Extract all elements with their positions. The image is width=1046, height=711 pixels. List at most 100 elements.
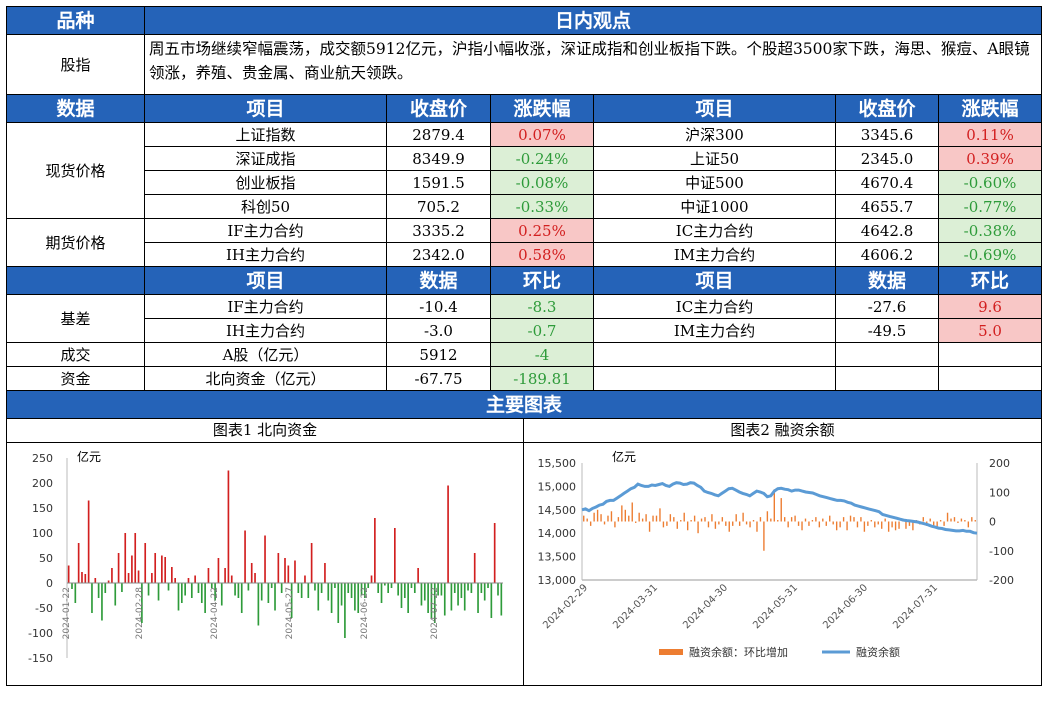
chart1-bar [91, 583, 93, 613]
chart2-xtick: 2024-07-31 [891, 582, 940, 631]
chart1-bar [107, 580, 110, 583]
chart1-bar [467, 583, 469, 591]
capital-mom: -189.81 [490, 366, 594, 391]
futures-row-item: IH主力合约 [144, 242, 387, 267]
chart2-bar [614, 521, 616, 528]
close-header-left: 收盘价 [386, 94, 491, 123]
chart2-bar [874, 521, 876, 528]
chart1-bar [97, 583, 100, 598]
chart2-bar [929, 518, 931, 522]
chart1-bar [71, 583, 73, 589]
chart1-bar [377, 583, 380, 593]
chart1-bar [124, 533, 127, 583]
spot-row-change: -0.77% [937, 194, 1043, 219]
futures-section: 期货价格 IF主力合约 3335.2 0.25% IC主力合约 4642.8 -0.38% I… [6, 218, 1043, 267]
chart1-bar [447, 485, 449, 583]
chart1-bar [81, 572, 83, 583]
chart2-bar [881, 521, 883, 529]
chart1-bar [121, 583, 123, 592]
chart1-bar [114, 583, 117, 606]
chart2-legend-swatch-bar [659, 649, 683, 655]
chart2-ylabel: 亿元 [612, 449, 636, 464]
chart1-bar [340, 583, 343, 606]
chart1-bar [400, 583, 403, 608]
chart2-bar [787, 521, 789, 528]
basis-row-value: -49.5 [835, 318, 939, 343]
chart1-bar [327, 583, 330, 601]
chart2-bar [645, 514, 647, 522]
basis-label: 基差 [6, 294, 145, 343]
chart1-bar [244, 530, 246, 583]
change-header-left: 涨跌幅 [490, 94, 594, 123]
spot-row-value: 4655.7 [835, 194, 939, 219]
chart1-bar [493, 523, 496, 583]
chart2-bar [891, 521, 893, 528]
chart2-bar [763, 521, 765, 551]
chart1-bar [214, 583, 216, 601]
futures-row-change: 0.25% [490, 218, 594, 243]
chart1-xtick: 2024-04-22 [210, 587, 220, 639]
chart1-bar [284, 558, 286, 583]
chart2-bar [960, 518, 963, 522]
margin-balance-chart: 图表2 融资余额 亿元 15,500 15,000 14,500 14,000 13,50… [524, 419, 1042, 686]
capital-item: 北向资金（亿元） [144, 366, 387, 391]
spot-row-item: 创业板指 [144, 170, 387, 195]
chart1-bar [217, 558, 220, 583]
chart1-bar [430, 583, 433, 618]
chart1-bar [370, 575, 373, 583]
chart1-bar [111, 568, 113, 583]
chart2-bar [749, 521, 751, 528]
chart1-bar [367, 583, 370, 588]
chart1-bar [330, 583, 333, 613]
futures-row-value: 2342.0 [386, 242, 491, 267]
chart1-bar [224, 568, 226, 583]
chart1-bar [294, 560, 296, 583]
chart2-bar [870, 520, 873, 522]
chart2-bar [732, 521, 734, 526]
chart2-bar [652, 515, 654, 522]
empty-cell [937, 342, 1043, 367]
chart2-bar [953, 517, 956, 522]
chart2-bar [898, 521, 900, 529]
chart1-bar [477, 583, 479, 613]
chart1-bar [483, 583, 486, 601]
futures-label: 期货价格 [6, 218, 145, 267]
basis-row-item: IC主力合约 [593, 294, 836, 319]
chart1-bar [264, 535, 266, 583]
chart1-bar [184, 583, 186, 596]
chart2-bar [583, 515, 585, 522]
chart2-bar [735, 514, 737, 522]
chart2-bar [659, 508, 661, 522]
chart2-bar [603, 521, 606, 525]
chart2-bar [887, 521, 890, 532]
chart1-bar [197, 583, 200, 593]
close-header-right: 收盘价 [835, 94, 939, 123]
chart2-bar [867, 521, 869, 526]
chart1-bar [387, 583, 390, 593]
chart2-bar [825, 521, 827, 526]
futures-row-value: 4642.8 [835, 218, 939, 243]
chart1-ytick: 0 [46, 577, 53, 590]
chart1-bar [437, 583, 439, 596]
chart1-bar [230, 575, 233, 583]
charts-header: 主要图表 [5, 390, 1043, 419]
chart1-bar [384, 583, 386, 586]
chart2-bar [766, 511, 769, 522]
chart2-bar [752, 520, 755, 522]
chart1-bar [460, 583, 463, 598]
spot-row-item: 上证50 [593, 146, 836, 171]
chart2-bar [811, 520, 814, 522]
chart2-bar [738, 521, 741, 526]
chart2-ytick: 14,500 [538, 504, 577, 517]
chart1-bar [177, 583, 180, 611]
chart1-bar [277, 553, 280, 583]
futures-row-item: IC主力合约 [593, 218, 836, 243]
chart2-bar [638, 512, 640, 522]
chart1-bar [397, 583, 399, 596]
spot-row-item: 科创50 [144, 194, 387, 219]
charts-row: 图表1 北向资金 亿元 250 200 150 100 50 0 -50 -100 -150 202… [6, 419, 1042, 686]
chart1-xtick: 2024-05-27 [285, 587, 295, 639]
chart1-xtick: 2024-02-28 [135, 587, 145, 640]
empty-cell [593, 342, 836, 367]
spot-row-item: 中证500 [593, 170, 836, 195]
